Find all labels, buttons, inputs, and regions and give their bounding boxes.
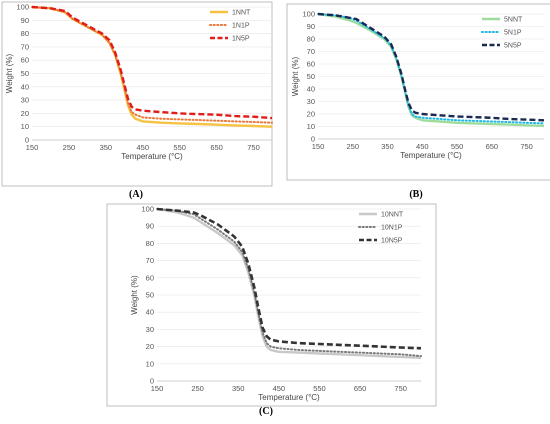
- y-tick-label: 70: [307, 47, 315, 56]
- x-tick-label: 550: [451, 142, 464, 151]
- y-tick-label: 60: [21, 56, 29, 65]
- y-tick-label: 30: [146, 325, 154, 334]
- y-tick-label: 70: [21, 42, 29, 51]
- x-tick-label: 750: [394, 384, 407, 393]
- y-tick-label: 10: [21, 122, 29, 131]
- legend-label: 1NNT: [232, 10, 251, 17]
- legend-label: 1N1P: [232, 23, 250, 30]
- y-tick-label: 100: [16, 3, 29, 12]
- x-tick-label: 150: [26, 143, 39, 152]
- y-tick-label: 0: [150, 377, 154, 386]
- y-tick-label: 90: [146, 222, 154, 231]
- x-tick-label: 650: [486, 142, 499, 151]
- legend-label: 5N5P: [504, 43, 522, 50]
- y-tick-label: 50: [146, 291, 154, 300]
- y-tick-label: 80: [307, 35, 315, 44]
- legend-label: 10N5P: [381, 238, 403, 245]
- panel-label: (C): [259, 406, 273, 417]
- y-tick-label: 100: [141, 205, 154, 214]
- chart-panel-3: 0 10 20 30 40 50 60 70 80 90 100 150 250 350 450 550 650…: [106, 203, 437, 417]
- x-tick-label: 650: [210, 143, 223, 152]
- y-tick-label: 60: [146, 273, 154, 282]
- y-tick-label: 20: [307, 110, 315, 119]
- y-tick-label: 0: [311, 135, 315, 144]
- x-tick-label: 350: [100, 143, 113, 152]
- y-tick-label: 40: [307, 85, 315, 94]
- y-tick-label: 90: [307, 22, 315, 31]
- y-tick-label: 40: [146, 308, 154, 317]
- x-tick-label: 450: [137, 143, 150, 152]
- x-tick-label: 350: [381, 142, 394, 151]
- legend-label: 1N5P: [232, 36, 250, 43]
- x-axis-title: Temperature (°C): [121, 152, 183, 161]
- x-tick-label: 750: [520, 142, 533, 151]
- y-tick-label: 60: [307, 60, 315, 69]
- legend-label: 10N1P: [381, 225, 403, 232]
- y-tick-label: 30: [21, 96, 29, 105]
- x-tick-label: 550: [313, 384, 326, 393]
- panel-label: (A): [129, 189, 143, 200]
- series-line-1N5P: [31, 5, 273, 120]
- series-line-1N1P: [31, 6, 273, 124]
- x-tick-label: 450: [416, 142, 429, 151]
- x-axis-title: Temperature (°C): [400, 151, 462, 160]
- series-line-5N5P: [317, 12, 545, 122]
- y-tick-label: 40: [21, 82, 29, 91]
- y-tick-label: 50: [307, 72, 315, 81]
- panel-frame: [286, 3, 550, 181]
- x-tick-label: 150: [151, 384, 164, 393]
- panel-frame: [106, 203, 437, 407]
- y-tick-label: 100: [302, 10, 315, 19]
- series-line-1NNT: [31, 5, 273, 128]
- legend-label: 10NNT: [381, 212, 404, 219]
- y-tick-label: 20: [146, 342, 154, 351]
- y-tick-label: 50: [21, 69, 29, 78]
- y-tick-label: 10: [146, 359, 154, 368]
- x-tick-label: 250: [347, 142, 360, 151]
- x-tick-label: 650: [354, 384, 367, 393]
- series-line-10N1P: [156, 208, 422, 358]
- y-tick-label: 80: [146, 239, 154, 248]
- chart-panel-1: 0 10 20 30 40 50 60 70 80 90 100 150 250 350 450 550 650…: [1, 1, 273, 200]
- y-tick-label: 0: [25, 136, 29, 145]
- y-axis-title: Weight (%): [291, 56, 300, 96]
- legend-label: 5N1P: [504, 30, 522, 37]
- x-axis-title: Temperature (°C): [258, 393, 320, 402]
- series-line-10N5P: [156, 207, 422, 350]
- x-tick-label: 150: [312, 142, 325, 151]
- y-tick-label: 90: [21, 16, 29, 25]
- panel-frame: [1, 1, 273, 187]
- y-tick-label: 80: [21, 29, 29, 38]
- y-axis-title: Weight (%): [5, 53, 14, 93]
- chart-panel-2: 0 10 20 30 40 50 60 70 80 90 100 150 250 350 450 550 650…: [286, 3, 550, 200]
- y-tick-label: 20: [21, 109, 29, 118]
- y-axis-title: Weight (%): [130, 275, 139, 315]
- x-tick-label: 350: [232, 384, 245, 393]
- x-tick-label: 250: [63, 143, 76, 152]
- x-tick-label: 550: [173, 143, 186, 152]
- x-tick-label: 250: [191, 384, 204, 393]
- legend-label: 5NNT: [504, 17, 523, 24]
- y-tick-label: 30: [307, 97, 315, 106]
- y-tick-label: 70: [146, 256, 154, 265]
- panel-label: (B): [409, 189, 422, 200]
- y-tick-label: 10: [307, 122, 315, 131]
- x-tick-label: 450: [273, 384, 286, 393]
- x-tick-label: 750: [247, 143, 260, 152]
- series-line-10NNT: [156, 207, 422, 359]
